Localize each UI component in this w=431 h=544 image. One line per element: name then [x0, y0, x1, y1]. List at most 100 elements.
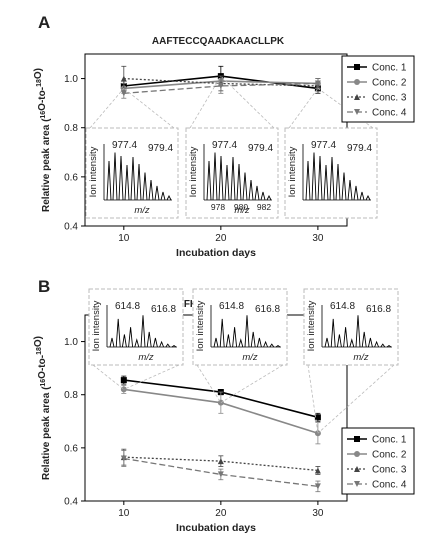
y-axis-label: Relative peak area (16O-to-18O)	[33, 68, 52, 212]
inset-xlabel: m/z	[134, 205, 150, 216]
series-4	[120, 78, 321, 99]
data-point	[314, 467, 321, 474]
y-axis-label-part: Relative peak area (	[41, 386, 52, 480]
data-point	[217, 458, 224, 465]
inset-spectrum	[106, 152, 172, 201]
data-point	[217, 471, 224, 478]
inset-connector	[92, 364, 125, 390]
x-tick-label: 20	[215, 233, 227, 244]
y-axis-label-part: 16	[40, 111, 47, 119]
data-point	[120, 75, 127, 82]
x-tick-label: 30	[312, 508, 324, 519]
inset-ylabel: Ion intensity	[306, 300, 317, 351]
legend-entry: Conc. 3	[372, 465, 407, 476]
y-axis-label-part: 16	[40, 379, 47, 387]
data-point	[120, 377, 127, 384]
inset-ylabel: Ion intensity	[91, 300, 102, 351]
x-tick-label: 10	[118, 508, 130, 519]
inset-connector	[307, 364, 319, 434]
inset-spectrum	[206, 152, 272, 201]
inset-peak-label-2: 979.4	[148, 143, 173, 154]
legend-entry: Conc. 4	[372, 108, 407, 119]
data-point	[217, 82, 224, 89]
inset-xlabel: m/z	[242, 352, 258, 363]
inset-spectrum	[109, 315, 177, 348]
data-point	[314, 80, 321, 87]
x-tick-label: 20	[215, 508, 227, 519]
inset-spectrum-panel: Ion intensity 977.4 979.4	[284, 127, 378, 219]
inset-peak-label-2: 979.4	[248, 143, 273, 154]
inset-spectrum-panel: Ion intensity m/z 614.8 616.8	[88, 288, 184, 366]
inset-xlabel: m/z	[353, 352, 369, 363]
y-axis-label: Relative peak area (16O-to-18O)	[33, 336, 52, 480]
inset-spectrum	[213, 315, 281, 348]
y-tick-label: 1.0	[64, 74, 78, 85]
legend-marker	[354, 109, 360, 115]
chart-title: AAFTECCQAADKAACLLPK	[152, 36, 285, 47]
inset-connector	[89, 88, 125, 129]
x-tick-label: 30	[312, 233, 324, 244]
inset-connector	[317, 364, 395, 434]
series-2	[120, 385, 321, 445]
inset-peak-label-1: 977.4	[311, 140, 336, 151]
inset-peak-label-1: 614.8	[219, 301, 244, 312]
inset-spectrum	[305, 152, 371, 201]
y-tick-label: 0.6	[64, 172, 78, 183]
inset-frame	[303, 288, 399, 366]
inset-connector	[123, 364, 180, 390]
data-point	[120, 455, 127, 462]
panel-letter: A	[38, 13, 50, 32]
panel-letter: B	[38, 277, 50, 296]
legend: Conc. 1 Conc. 2 Conc. 3 Conc. 4	[341, 427, 415, 495]
inset-tick-label: 982	[257, 202, 271, 212]
inset-peak-label-1: 977.4	[112, 140, 137, 151]
inset-peak-label-2: 616.8	[151, 304, 176, 315]
y-tick-label: 1.0	[64, 337, 78, 348]
inset-connector	[189, 75, 222, 129]
inset-peak-label-2: 616.8	[255, 304, 280, 315]
inset-frame	[192, 288, 288, 366]
inset-connector	[220, 364, 284, 404]
inset-frame	[88, 288, 184, 366]
legend-entry: Conc. 1	[372, 63, 407, 74]
inset-spectrum-panel: Ion intensity m/z 977.4 979.4 978 980 982	[185, 127, 279, 219]
inset-tick-label: 978	[211, 202, 225, 212]
inset-spectrum-panel: Ion intensity m/z 614.8 616.8	[303, 288, 399, 366]
y-tick-label: 0.8	[64, 123, 78, 134]
legend-marker	[354, 451, 360, 457]
inset-ylabel: Ion intensity	[88, 146, 99, 197]
y-axis-label-part: O-to-	[37, 87, 48, 111]
inset-peak-label-1: 614.8	[330, 301, 355, 312]
y-axis-label-part: Relative peak area (	[41, 118, 52, 212]
inset-peak-label-1: 614.8	[115, 301, 140, 312]
data-point	[314, 414, 321, 421]
inset-peak-label-2: 979.4	[347, 143, 372, 154]
y-axis-label-part: O)	[33, 68, 44, 79]
y-axis-label-part: O)	[33, 336, 44, 347]
inset-peak-label-2: 616.8	[366, 304, 391, 315]
inset-xlabel: m/z	[234, 205, 250, 216]
inset-spectrum	[324, 315, 392, 348]
inset-spectrum-panel: Ion intensity m/z 614.8 616.8	[192, 288, 288, 366]
legend-marker	[354, 79, 360, 85]
data-point	[120, 90, 127, 97]
inset-ylabel: Ion intensity	[195, 300, 206, 351]
y-axis-label-part: 18	[36, 79, 43, 87]
inset-ylabel: Ion intensity	[188, 146, 199, 197]
legend-marker	[354, 436, 360, 442]
inset-peak-label-1: 977.4	[212, 140, 237, 151]
chart-panel-a: A AAFTECCQAADKAACLLPK 0.4 0.6 0.8 1.0 10 20 30 In…	[33, 13, 415, 259]
inset-connector	[123, 88, 175, 129]
x-axis-label: Incubation days	[176, 247, 256, 259]
x-tick-label: 10	[118, 233, 130, 244]
legend-entry: Conc. 4	[372, 480, 407, 491]
y-axis-label-part: O-to-	[37, 355, 48, 379]
legend-marker	[354, 94, 360, 100]
legend-marker	[354, 481, 360, 487]
series-line	[123, 457, 318, 488]
y-tick-label: 0.4	[64, 497, 78, 508]
legend: Conc. 1 Conc. 2 Conc. 3 Conc. 4	[341, 55, 415, 123]
inset-connector	[220, 75, 275, 129]
inset-connector	[196, 364, 222, 403]
